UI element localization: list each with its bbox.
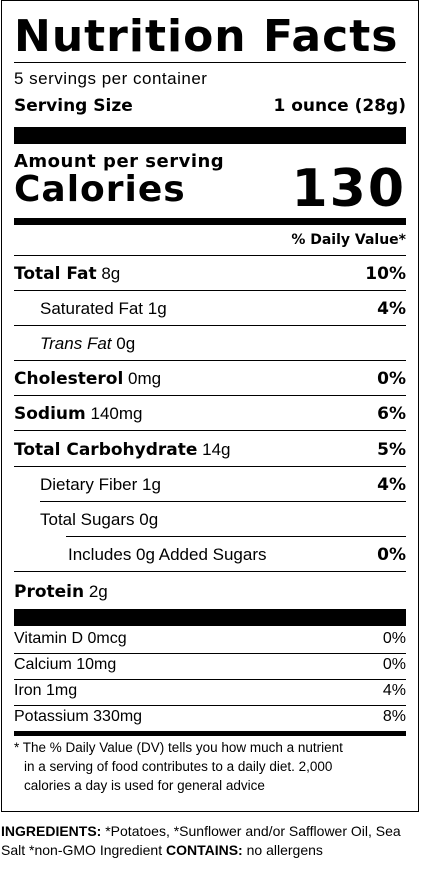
nutrient-row-total-sugars: Total Sugars 0g [14, 502, 406, 537]
vitamin-row-iron: Iron 1mg 4% [14, 679, 406, 705]
nutrient-row-cholesterol: Cholesterol 0mg 0% [14, 361, 406, 396]
footnote-line: in a serving of food contributes to a da… [24, 759, 333, 774]
vitamin-name: Potassium [14, 708, 89, 725]
vitamin-amount: 1mg [46, 682, 78, 699]
divider [66, 536, 406, 537]
divider [14, 62, 406, 63]
divider [14, 430, 406, 431]
divider [14, 360, 406, 361]
ingredients-statement: INGREDIENTS: *Potatoes, *Sunflower and/o… [1, 822, 417, 860]
thick-divider [14, 127, 406, 144]
nutrient-row-sodium: Sodium 140mg 6% [14, 396, 406, 431]
nutrient-amount: 1g [147, 299, 167, 318]
calories-value: 130 [291, 159, 406, 219]
nutrition-facts-label: Nutrition Facts 5 servings per container… [1, 0, 419, 812]
divider [14, 571, 406, 572]
vitamin-dv: 8% [382, 708, 406, 725]
footnote-line: calories a day is used for general advic… [24, 778, 265, 793]
contains-label: CONTAINS: [165, 842, 243, 858]
vitamin-dv: 0% [382, 656, 406, 673]
nutrient-name: Protein [14, 582, 85, 602]
nutrient-amount: 0g [139, 510, 159, 529]
vitamin-row-vitamin-d: Vitamin D 0mcg 0% [14, 627, 406, 653]
nutrient-dv: 0% [377, 369, 406, 389]
divider [14, 395, 406, 396]
nutrient-row-protein: Protein 2g [14, 574, 406, 609]
nutrient-name: Dietary Fiber [40, 475, 138, 494]
vitamin-row-calcium: Calcium 10mg 0% [14, 653, 406, 679]
nutrient-name: Total Sugars [40, 510, 135, 529]
nutrient-name: Total Carbohydrate [14, 440, 198, 460]
nutrient-dv: 10% [365, 264, 406, 284]
serving-size-value: 1 ounce (28g) [273, 96, 406, 116]
ingredients-text: *Potatoes, *Sunflower and/or Safflower O… [1, 823, 401, 858]
divider [40, 501, 406, 502]
ingredients-label: INGREDIENTS: [1, 823, 102, 839]
vitamin-dv: 0% [382, 630, 406, 647]
nutrient-dv: 6% [377, 404, 406, 424]
nutrient-amount: 0g [116, 334, 136, 353]
calories-label: Calories [14, 169, 186, 210]
medium-divider [14, 731, 406, 736]
vitamin-amount: 330mg [93, 708, 143, 725]
nutrient-name: Cholesterol [14, 369, 124, 389]
thick-divider [14, 609, 406, 626]
footnote-line: * The % Daily Value (DV) tells you how m… [14, 740, 343, 755]
nutrition-facts-title: Nutrition Facts [14, 11, 399, 62]
nutrient-amount: 8g [101, 264, 121, 283]
nutrient-row-total-fat: Total Fat 8g 10% [14, 256, 406, 291]
contains-text: no allergens [246, 842, 323, 858]
vitamin-amount: 10mg [76, 656, 117, 673]
nutrient-amount: 1g [142, 475, 161, 494]
nutrient-name: Trans Fat [40, 334, 112, 353]
nutrient-row-added-sugars: Includes 0g Added Sugars 0% [14, 537, 406, 572]
nutrient-name: Includes 0g Added Sugars [68, 545, 267, 564]
vitamin-row-potassium: Potassium 330mg 8% [14, 705, 406, 731]
servings-per-container: 5 servings per container [14, 69, 208, 88]
vitamin-amount: 0mcg [87, 630, 127, 647]
vitamin-dv: 4% [382, 682, 406, 699]
divider [14, 679, 406, 680]
medium-divider [14, 218, 406, 225]
amount-per-serving: Amount per serving [14, 151, 225, 172]
nutrient-amount: 2g [88, 582, 108, 601]
vitamin-name: Calcium [14, 656, 72, 673]
divider [14, 255, 406, 256]
vitamin-name: Vitamin D [14, 630, 84, 647]
nutrient-name: Total Fat [14, 264, 97, 284]
nutrient-row-saturated-fat: Saturated Fat 1g 4% [14, 291, 406, 326]
divider [14, 653, 406, 654]
nutrient-amount: 0mg [128, 369, 162, 388]
nutrient-row-total-carbohydrate: Total Carbohydrate 14g 5% [14, 432, 406, 467]
daily-value-header: % Daily Value* [291, 232, 406, 248]
nutrient-row-trans-fat: Trans Fat 0g [14, 326, 406, 361]
divider [14, 466, 406, 467]
nutrient-row-dietary-fiber: Dietary Fiber 1g 4% [14, 467, 406, 502]
nutrient-amount: 140mg [90, 404, 143, 423]
divider [14, 290, 406, 291]
serving-size-label: Serving Size [14, 96, 133, 116]
nutrient-dv: 5% [377, 440, 406, 460]
daily-value-footnote: * The % Daily Value (DV) tells you how m… [14, 738, 406, 795]
nutrient-name: Sodium [14, 404, 86, 424]
divider [14, 325, 406, 326]
nutrient-amount: 14g [202, 440, 231, 459]
nutrient-dv: 4% [377, 299, 406, 319]
nutrient-dv: 4% [377, 475, 406, 495]
vitamin-name: Iron [14, 682, 42, 699]
nutrient-name: Saturated Fat [40, 299, 144, 318]
divider [14, 705, 406, 706]
nutrient-dv: 0% [377, 545, 406, 565]
